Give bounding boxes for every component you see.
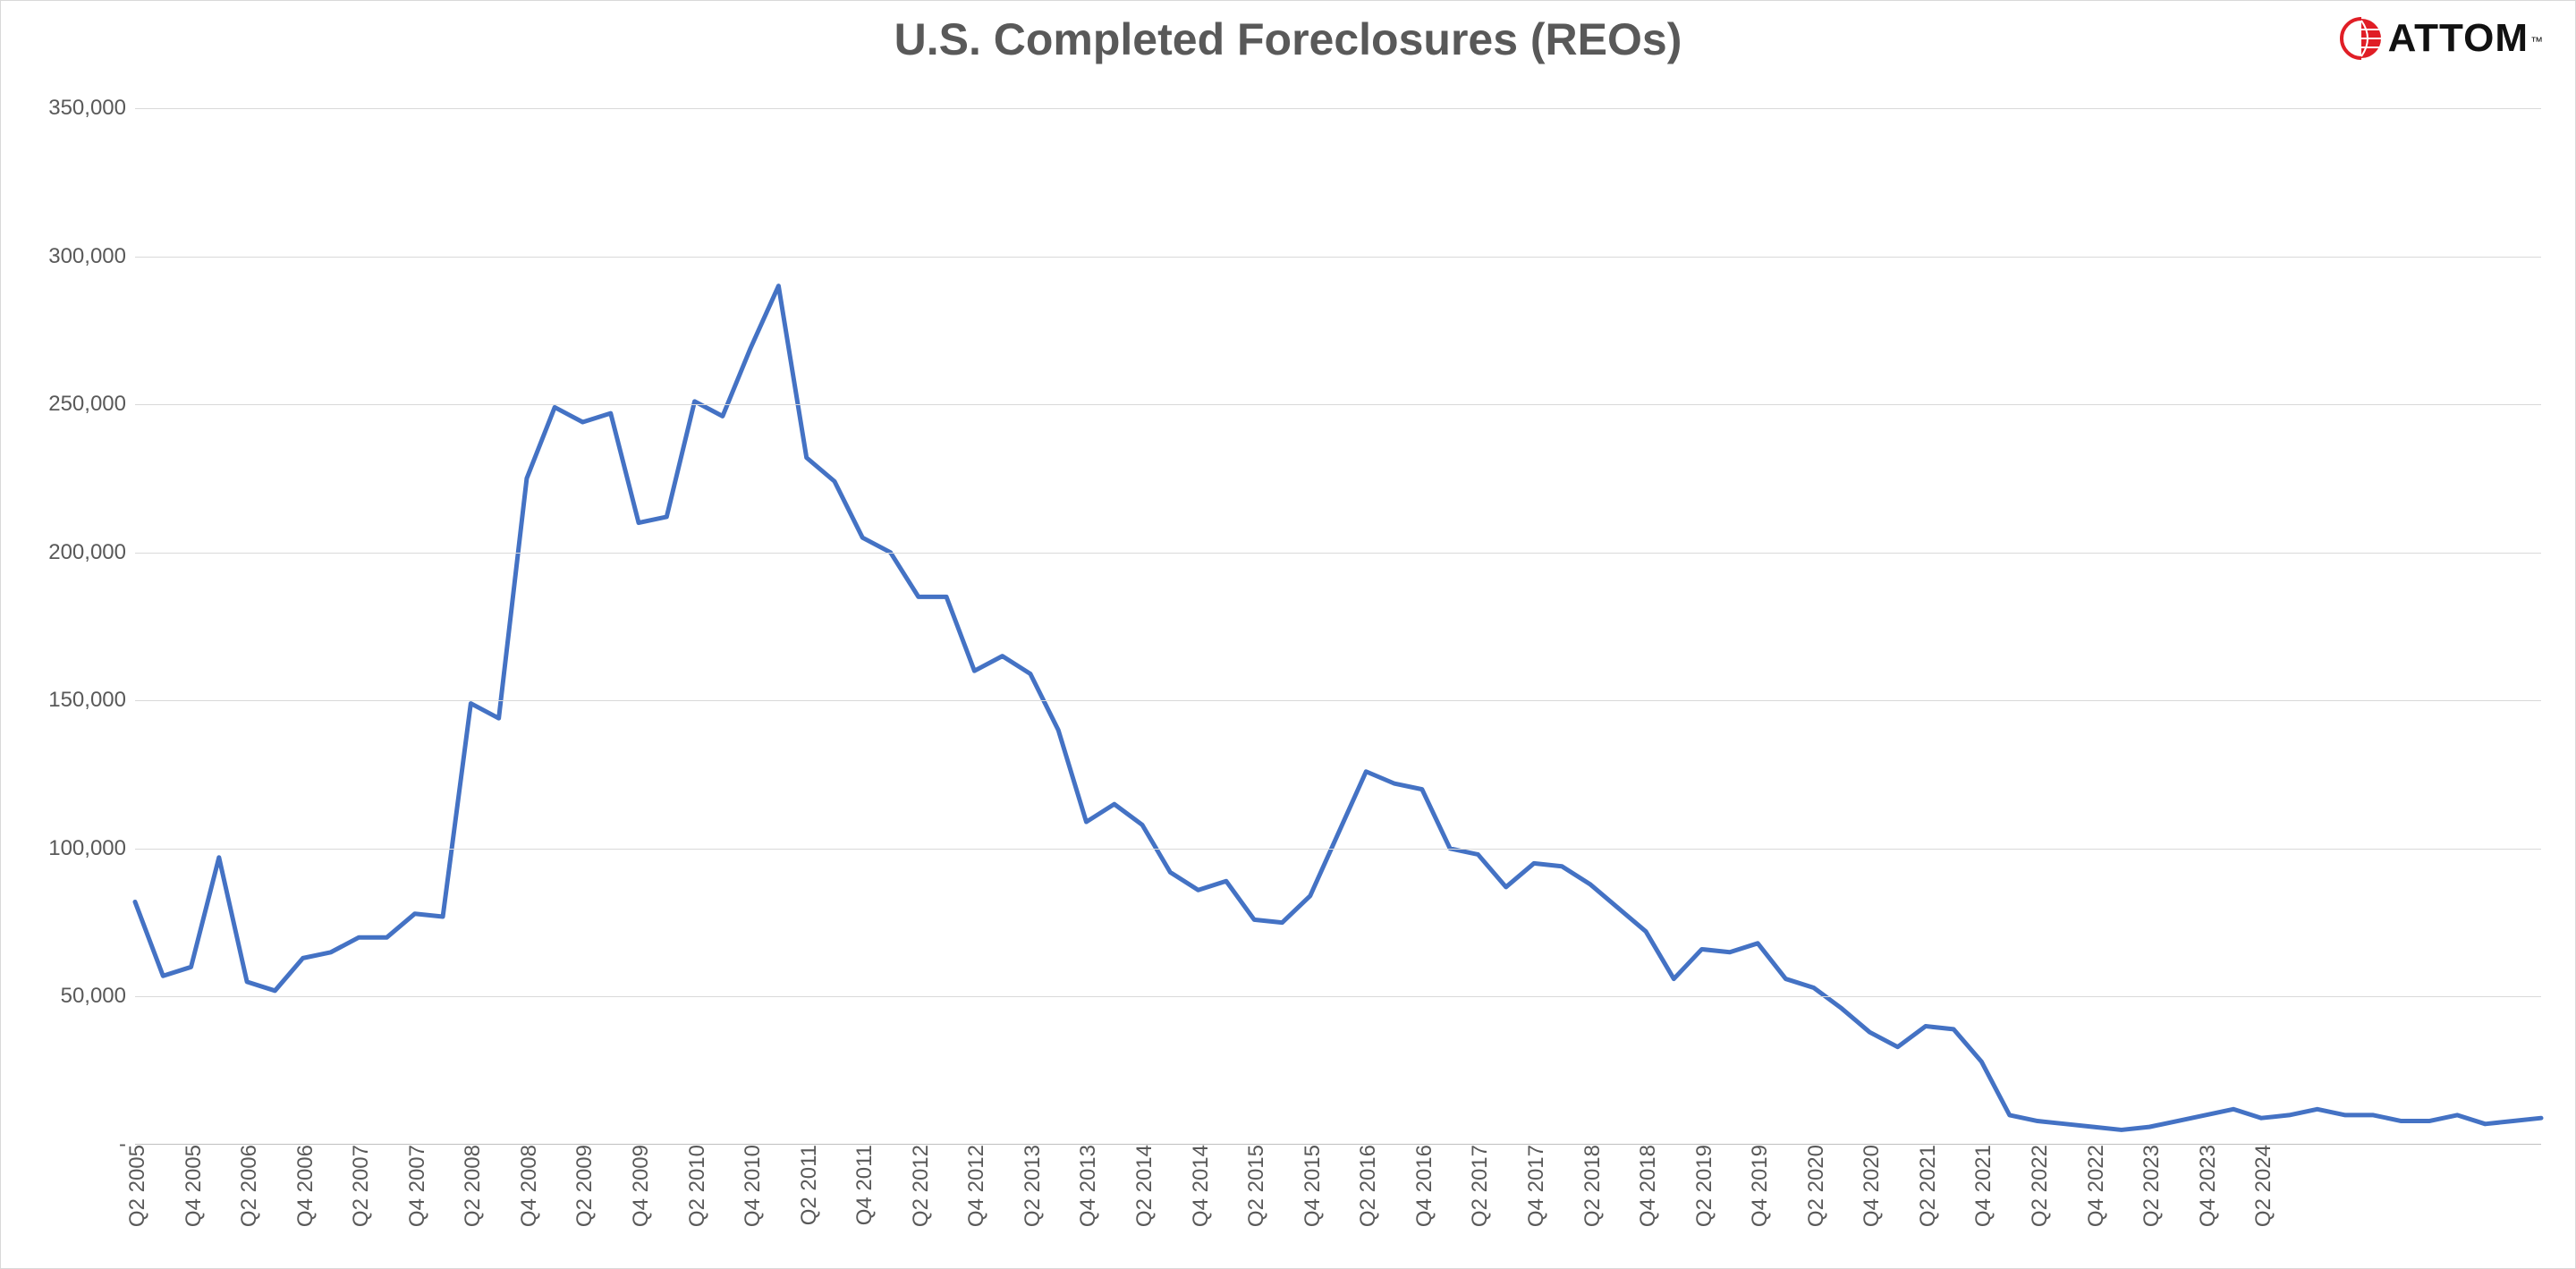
- x-tick-label: Q2 2006: [232, 1145, 262, 1227]
- y-tick-label: 250,000: [48, 392, 135, 417]
- y-tick-label: 300,000: [48, 244, 135, 269]
- x-tick-label: Q4 2008: [512, 1145, 542, 1227]
- x-tick-label: Q2 2007: [343, 1145, 374, 1227]
- gridline: [135, 849, 2541, 850]
- x-tick-label: Q4 2020: [1854, 1145, 1885, 1227]
- y-tick-label: 200,000: [48, 540, 135, 565]
- logo-text: ATTOM: [2388, 16, 2529, 60]
- gridline: [135, 553, 2541, 554]
- x-tick-label: Q2 2020: [1799, 1145, 1829, 1227]
- x-tick-label: Q4 2015: [1295, 1145, 1326, 1227]
- x-tick-label: Q4 2011: [847, 1145, 877, 1225]
- x-axis-line: [135, 1144, 2541, 1145]
- gridline: [135, 700, 2541, 701]
- gridline: [135, 404, 2541, 405]
- x-tick-label: Q2 2016: [1351, 1145, 1381, 1227]
- x-tick-label: Q4 2012: [959, 1145, 989, 1227]
- x-tick-label: Q2 2022: [2022, 1145, 2053, 1227]
- x-tick-label: Q4 2023: [2190, 1145, 2221, 1227]
- x-tick-label: Q2 2011: [792, 1145, 822, 1225]
- x-tick-label: Q4 2022: [2079, 1145, 2109, 1227]
- gridline: [135, 257, 2541, 258]
- globe-icon: [2340, 17, 2383, 60]
- logo-tm: ™: [2530, 34, 2543, 48]
- x-tick-label: Q2 2015: [1239, 1145, 1269, 1227]
- x-tick-label: Q2 2023: [2134, 1145, 2165, 1227]
- x-tick-label: Q4 2006: [288, 1145, 318, 1227]
- x-tick-label: Q4 2007: [400, 1145, 430, 1227]
- x-tick-label: Q2 2019: [1687, 1145, 1717, 1227]
- attom-logo: ATTOM™: [2340, 17, 2543, 60]
- y-tick-label: 100,000: [48, 836, 135, 861]
- x-tick-label: Q4 2021: [1966, 1145, 1996, 1227]
- x-tick-label: Q2 2012: [903, 1145, 934, 1227]
- x-tick-label: Q2 2008: [455, 1145, 486, 1227]
- chart-title: U.S. Completed Foreclosures (REOs): [1, 13, 2575, 65]
- x-tick-label: Q4 2010: [735, 1145, 766, 1227]
- x-tick-label: Q2 2014: [1127, 1145, 1157, 1227]
- x-tick-label: Q4 2018: [1631, 1145, 1661, 1227]
- gridline: [135, 996, 2541, 997]
- chart-container: U.S. Completed Foreclosures (REOs) ATTOM…: [0, 0, 2576, 1269]
- x-tick-label: Q4 2005: [176, 1145, 207, 1227]
- x-tick-label: Q4 2014: [1183, 1145, 1214, 1227]
- x-tick-label: Q2 2024: [2246, 1145, 2276, 1227]
- x-tick-label: Q4 2013: [1071, 1145, 1101, 1227]
- x-tick-label: Q2 2010: [680, 1145, 710, 1227]
- x-tick-label: Q2 2009: [567, 1145, 597, 1227]
- y-tick-label: 150,000: [48, 688, 135, 713]
- x-tick-label: Q4 2009: [623, 1145, 654, 1227]
- x-tick-label: Q2 2021: [1911, 1145, 1941, 1227]
- x-tick-label: Q4 2016: [1407, 1145, 1437, 1227]
- x-tick-label: Q2 2018: [1575, 1145, 1606, 1227]
- x-tick-label: Q2 2005: [120, 1145, 150, 1227]
- series-line: [135, 286, 2541, 1130]
- y-tick-label: 50,000: [61, 984, 135, 1009]
- x-tick-label: Q2 2017: [1462, 1145, 1493, 1227]
- plot-area: -50,000100,000150,000200,000250,000300,0…: [135, 108, 2541, 1145]
- data-line: [135, 108, 2541, 1145]
- y-tick-label: 350,000: [48, 96, 135, 121]
- x-tick-label: Q4 2017: [1519, 1145, 1549, 1227]
- x-tick-label: Q2 2013: [1015, 1145, 1046, 1227]
- x-tick-label: Q4 2019: [1742, 1145, 1773, 1227]
- gridline: [135, 108, 2541, 109]
